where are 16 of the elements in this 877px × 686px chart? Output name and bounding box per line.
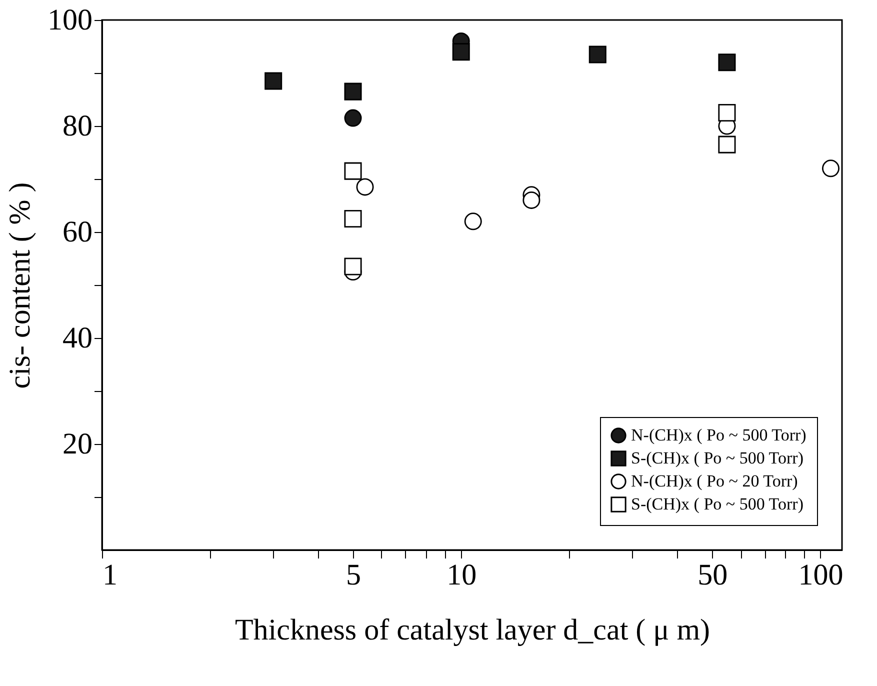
x-tick-label: 10 <box>446 558 477 592</box>
y-tick-label: 20 <box>62 428 92 460</box>
y-tick-label: 40 <box>62 322 92 354</box>
x-tick-label: 100 <box>798 558 844 592</box>
x-tick-label: 5 <box>346 558 361 592</box>
legend-label: S-(CH)x ( Po ~ 500 Torr) <box>631 494 804 514</box>
legend-label: N-(CH)x ( Po ~ 500 Torr) <box>631 426 806 444</box>
x-tick-label: 50 <box>698 558 728 592</box>
y-tick-label: 100 <box>48 4 92 36</box>
y-axis-title: cis- content ( % ) <box>4 182 36 389</box>
x-tick-label: 1 <box>102 558 118 592</box>
x-axis-title: Thickness of catalyst layer d_cat ( μ m) <box>234 614 710 646</box>
legend-label: S-(CH)x ( Po ~ 500 Torr) <box>631 448 804 468</box>
y-tick-label: 80 <box>62 110 92 142</box>
y-tick-label: 60 <box>62 216 92 248</box>
legend-label: N-(CH)x ( Po ~ 20 Torr) <box>631 472 798 490</box>
